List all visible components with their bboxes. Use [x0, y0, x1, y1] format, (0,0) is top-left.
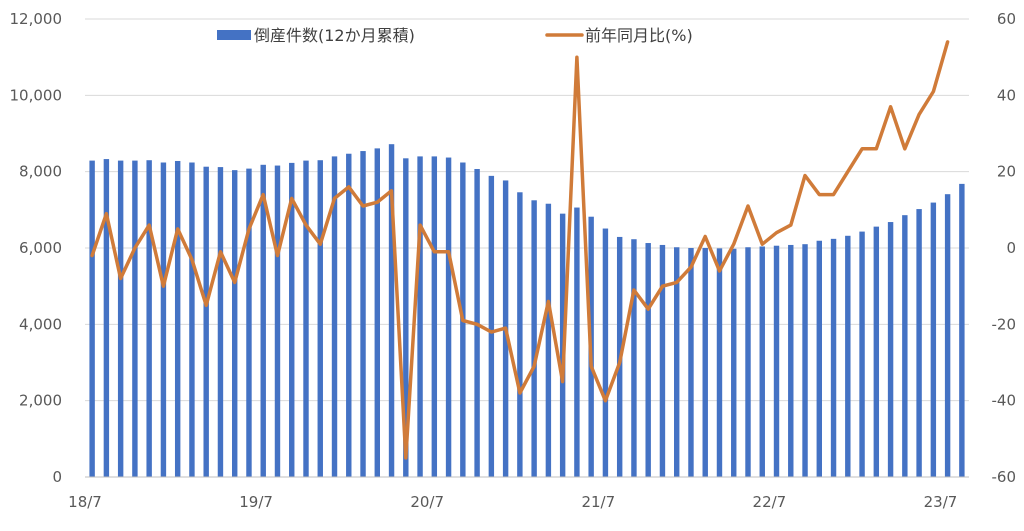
bar [674, 247, 680, 477]
x-tick-label: 22/7 [753, 493, 787, 511]
bar [873, 226, 880, 477]
bar-series [89, 144, 965, 478]
y-left-tick-label: 12,000 [10, 10, 63, 28]
y-right-tick-label: -40 [992, 392, 1017, 410]
right-axis-ticks: -60 -40 -20 0 20 40 60 [992, 10, 1017, 486]
legend-bar-swatch [217, 30, 251, 40]
bar [132, 160, 138, 477]
bar [260, 164, 266, 477]
x-tick-label: 19/7 [239, 493, 273, 511]
y-right-tick-label: -20 [992, 315, 1017, 333]
bar [759, 246, 765, 477]
bar [830, 238, 837, 477]
y-left-tick-label: 4,000 [19, 315, 62, 333]
y-right-tick-label: 40 [997, 86, 1016, 104]
bar [859, 231, 865, 477]
bar [274, 165, 281, 477]
bar [160, 162, 167, 478]
bar [303, 160, 309, 477]
x-tick-label: 21/7 [581, 493, 615, 511]
bar [574, 207, 580, 477]
y-right-tick-label: 0 [1006, 239, 1016, 257]
y-left-tick-label: 2,000 [19, 392, 62, 410]
bar [602, 228, 609, 477]
bar [845, 235, 851, 477]
bar [645, 243, 651, 477]
bar [930, 202, 937, 477]
line-series-path [90, 40, 950, 460]
y-left-tick-label: 6,000 [19, 239, 62, 257]
y-right-tick-label: -60 [992, 468, 1017, 486]
bar [317, 160, 323, 477]
bar [959, 183, 965, 477]
bar [944, 194, 951, 477]
bar [802, 244, 808, 477]
bar [887, 222, 894, 477]
bar [174, 160, 181, 478]
bar [89, 160, 95, 477]
bar [360, 151, 366, 477]
bar [431, 156, 438, 477]
bar [631, 239, 637, 477]
y-right-tick-label: 60 [997, 10, 1016, 28]
bar [816, 240, 822, 477]
x-axis-ticks: 18/7 19/7 20/7 21/7 22/7 23/7 [68, 493, 957, 511]
legend-line-label: 前年同月比(%) [585, 26, 693, 45]
legend: 倒産件数(12か月累積) 前年同月比(%) [217, 26, 693, 45]
bar [232, 170, 238, 477]
bar [289, 162, 295, 477]
bar [731, 248, 737, 477]
bar [217, 167, 224, 477]
bar [488, 175, 495, 478]
bar [716, 248, 723, 477]
bar [788, 244, 794, 477]
bar [246, 168, 252, 477]
bar [745, 247, 751, 477]
line-series [90, 40, 950, 460]
bar [517, 192, 523, 477]
bar [545, 203, 552, 477]
y-left-tick-label: 8,000 [19, 163, 62, 181]
bar [445, 157, 452, 478]
bar [374, 148, 380, 477]
bar [146, 160, 152, 477]
bar [688, 248, 694, 477]
bar [189, 162, 195, 478]
bar [417, 156, 423, 477]
x-tick-label: 20/7 [410, 493, 444, 511]
y-right-tick-label: 20 [997, 163, 1016, 181]
x-tick-label: 18/7 [68, 493, 102, 511]
x-tick-label: 23/7 [924, 493, 958, 511]
bar [117, 160, 124, 477]
bar [659, 244, 666, 477]
bar [203, 166, 209, 477]
bar [702, 248, 708, 477]
left-axis-ticks: 0 2,000 4,000 6,000 8,000 10,000 12,000 [10, 10, 63, 486]
bar [346, 153, 352, 477]
bar [103, 159, 110, 478]
gridlines [85, 18, 969, 402]
bar [916, 209, 922, 477]
bar [403, 158, 409, 477]
bar [331, 156, 338, 477]
bar [531, 200, 537, 477]
bar [902, 215, 908, 477]
bar [388, 144, 395, 478]
bar [773, 245, 780, 477]
legend-bar-label: 倒産件数(12か月累積) [254, 26, 415, 45]
y-left-tick-label: 0 [52, 468, 62, 486]
y-left-tick-label: 10,000 [10, 86, 63, 104]
